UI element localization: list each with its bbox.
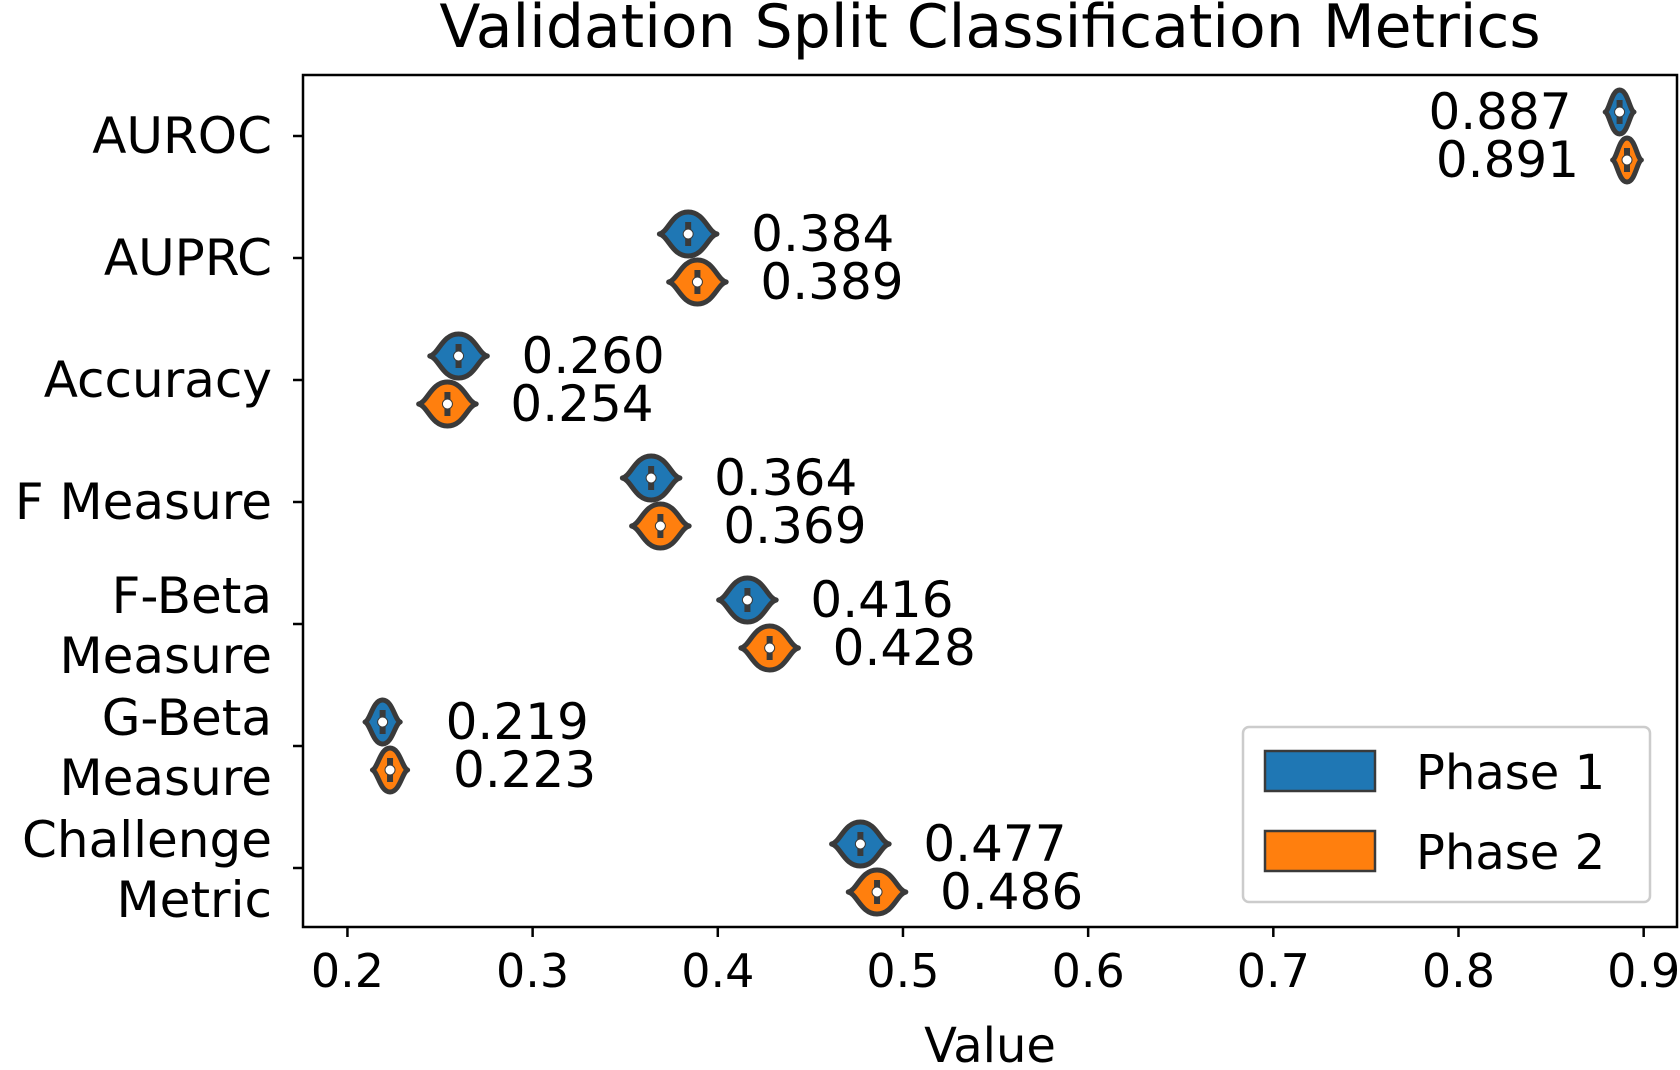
plot-area: 0.2 0.3 0.4 0.5 0.6 0.7 0.8 0.9 AUROC AUPRC Accura… [15, 73, 1680, 998]
x-tick-label: 0.3 [496, 944, 569, 998]
violin-median [453, 350, 465, 362]
legend-label: Phase 2 [1416, 825, 1605, 881]
y-tick-label: Metric [117, 871, 272, 929]
y-tick-label: AUPRC [104, 229, 272, 287]
chart-title: Validation Split Classification Metrics [439, 0, 1540, 62]
violin-median [1614, 106, 1626, 118]
legend-swatch [1263, 749, 1377, 793]
x-tick-label: 0.6 [1052, 944, 1125, 998]
x-axis-label: Value [924, 1018, 1056, 1070]
x-tick-label: 0.8 [1422, 944, 1495, 998]
x-tick-label: 0.9 [1607, 944, 1680, 998]
data-label: 0.891 [1436, 131, 1579, 189]
data-label: 0.369 [723, 497, 866, 555]
violin-median [645, 472, 657, 484]
y-tick-label: Challenge [22, 811, 272, 869]
x-tick-label: 0.2 [311, 944, 384, 998]
data-label: 0.219 [446, 693, 589, 751]
data-label: 0.254 [510, 375, 653, 433]
violin-median [384, 764, 396, 776]
data-label: 0.260 [522, 327, 665, 385]
violin-median [764, 642, 776, 654]
violin-median [871, 886, 883, 898]
y-tick-label: Measure [60, 627, 273, 685]
y-tick-label: F-Beta [112, 567, 272, 625]
x-tick-label: 0.5 [866, 944, 939, 998]
violin-median [1621, 154, 1633, 166]
y-tick-label: Measure [60, 749, 273, 807]
data-label: 0.364 [714, 449, 857, 507]
violin-median [691, 276, 703, 288]
data-label: 0.223 [453, 741, 596, 799]
violin-median [682, 228, 694, 240]
data-label: 0.384 [751, 205, 894, 263]
violin-median [854, 838, 866, 850]
data-label: 0.486 [940, 863, 1083, 921]
data-label: 0.477 [923, 815, 1066, 873]
data-label: 0.887 [1428, 83, 1571, 141]
x-tick-label: 0.7 [1237, 944, 1310, 998]
data-label: 0.389 [760, 253, 903, 311]
violin-median [741, 594, 753, 606]
legend-swatch [1263, 829, 1377, 873]
y-tick-label: F Measure [15, 473, 272, 531]
y-tick-label: AUROC [92, 107, 272, 165]
y-tick-label: Accuracy [44, 351, 272, 409]
violin-median [377, 716, 389, 728]
violin-median [654, 520, 666, 532]
y-tick-label: G-Beta [102, 689, 272, 747]
data-label: 0.428 [833, 619, 976, 677]
data-label: 0.416 [810, 571, 953, 629]
legend-label: Phase 1 [1416, 745, 1605, 801]
x-tick-label: 0.4 [681, 944, 754, 998]
violin-median [441, 398, 453, 410]
